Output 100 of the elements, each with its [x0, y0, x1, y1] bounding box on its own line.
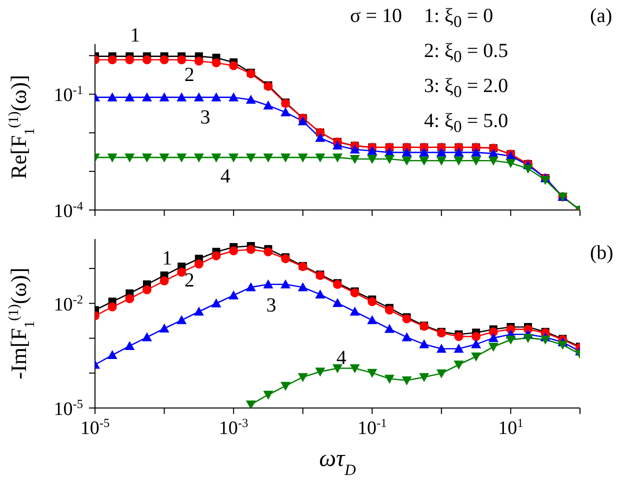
point: [454, 147, 464, 156]
x-tick-label: 10$^{1}$: [498, 416, 524, 439]
point: [488, 342, 498, 352]
annotation: 4: [220, 165, 230, 188]
point: [194, 56, 204, 66]
point: [402, 332, 412, 342]
point: [124, 340, 135, 350]
point: [471, 156, 482, 166]
point: [384, 374, 394, 384]
point: [211, 92, 222, 102]
point: [436, 344, 446, 353]
point: [540, 336, 550, 345]
point: [419, 373, 430, 382]
point: [125, 294, 134, 304]
point: [402, 156, 412, 166]
point: [228, 92, 239, 102]
point: [298, 282, 308, 292]
point: [523, 334, 534, 343]
point: [436, 156, 446, 166]
point: [367, 146, 378, 155]
point: [107, 350, 118, 360]
point: [160, 276, 169, 286]
point: [384, 306, 394, 315]
point: [246, 282, 256, 292]
point: [177, 55, 186, 64]
point: [211, 298, 222, 308]
annotation: 2: ξ$_{0}$ = 0.5: [424, 40, 508, 67]
point: [402, 147, 412, 156]
point: [280, 382, 291, 391]
point: [194, 92, 204, 102]
text: (a): [590, 5, 612, 28]
point: [298, 373, 308, 382]
point: [246, 94, 256, 104]
point: [488, 332, 498, 342]
point: [124, 92, 135, 102]
point: [454, 360, 464, 370]
point: [419, 156, 430, 166]
point: [246, 245, 256, 254]
point: [229, 246, 238, 256]
point: [125, 55, 134, 64]
point: [159, 92, 170, 102]
point: [107, 92, 118, 102]
point: [454, 332, 464, 342]
point: [471, 339, 482, 348]
point: [264, 247, 273, 256]
annotation: 3: [266, 294, 276, 316]
point: [384, 324, 394, 333]
point: [454, 156, 464, 166]
point: [108, 55, 117, 64]
point: [332, 153, 342, 162]
point: [368, 297, 377, 306]
point: [263, 100, 274, 110]
y-tick-label: 10$^{-1}$: [54, 83, 83, 106]
point: [384, 154, 394, 164]
point: [142, 153, 152, 162]
annotation: 2: [184, 269, 194, 292]
point: [194, 153, 204, 162]
point: [177, 268, 186, 277]
point: [108, 302, 117, 312]
point: [436, 147, 446, 156]
point: [506, 336, 516, 345]
point: [419, 339, 430, 348]
y-tick-label: 10$^{-2}$: [54, 292, 83, 316]
x-tick-label: 10$^{-1}$: [357, 416, 387, 439]
point: [315, 132, 326, 142]
point: [263, 390, 274, 400]
point: [159, 324, 170, 333]
point: [488, 156, 498, 166]
point: [212, 58, 221, 68]
point: [350, 306, 360, 316]
point: [332, 140, 342, 150]
point: [246, 400, 256, 408]
point: [176, 315, 187, 324]
point: [228, 290, 239, 300]
point: [506, 159, 516, 168]
point: [332, 298, 342, 308]
point: [229, 61, 238, 70]
point: [176, 153, 187, 162]
point: [471, 147, 482, 156]
point: [402, 376, 412, 386]
point: [142, 55, 152, 64]
point: [194, 260, 204, 269]
point: [298, 153, 308, 162]
annotation: 1: [162, 247, 172, 270]
point: [142, 332, 152, 342]
point: [436, 369, 446, 378]
point: [298, 116, 308, 126]
point: [280, 153, 291, 162]
point: [332, 364, 342, 374]
annotation: 3: ξ$_{0}$ = 2.0: [424, 75, 508, 102]
annotation: 4: [336, 347, 346, 370]
point: [212, 251, 221, 260]
point: [350, 364, 360, 374]
point: [263, 153, 274, 162]
point: [246, 153, 256, 162]
point: [471, 352, 482, 362]
point: [107, 153, 118, 162]
point: [263, 279, 274, 288]
annotation: 2: [184, 64, 194, 86]
point: [160, 55, 169, 64]
